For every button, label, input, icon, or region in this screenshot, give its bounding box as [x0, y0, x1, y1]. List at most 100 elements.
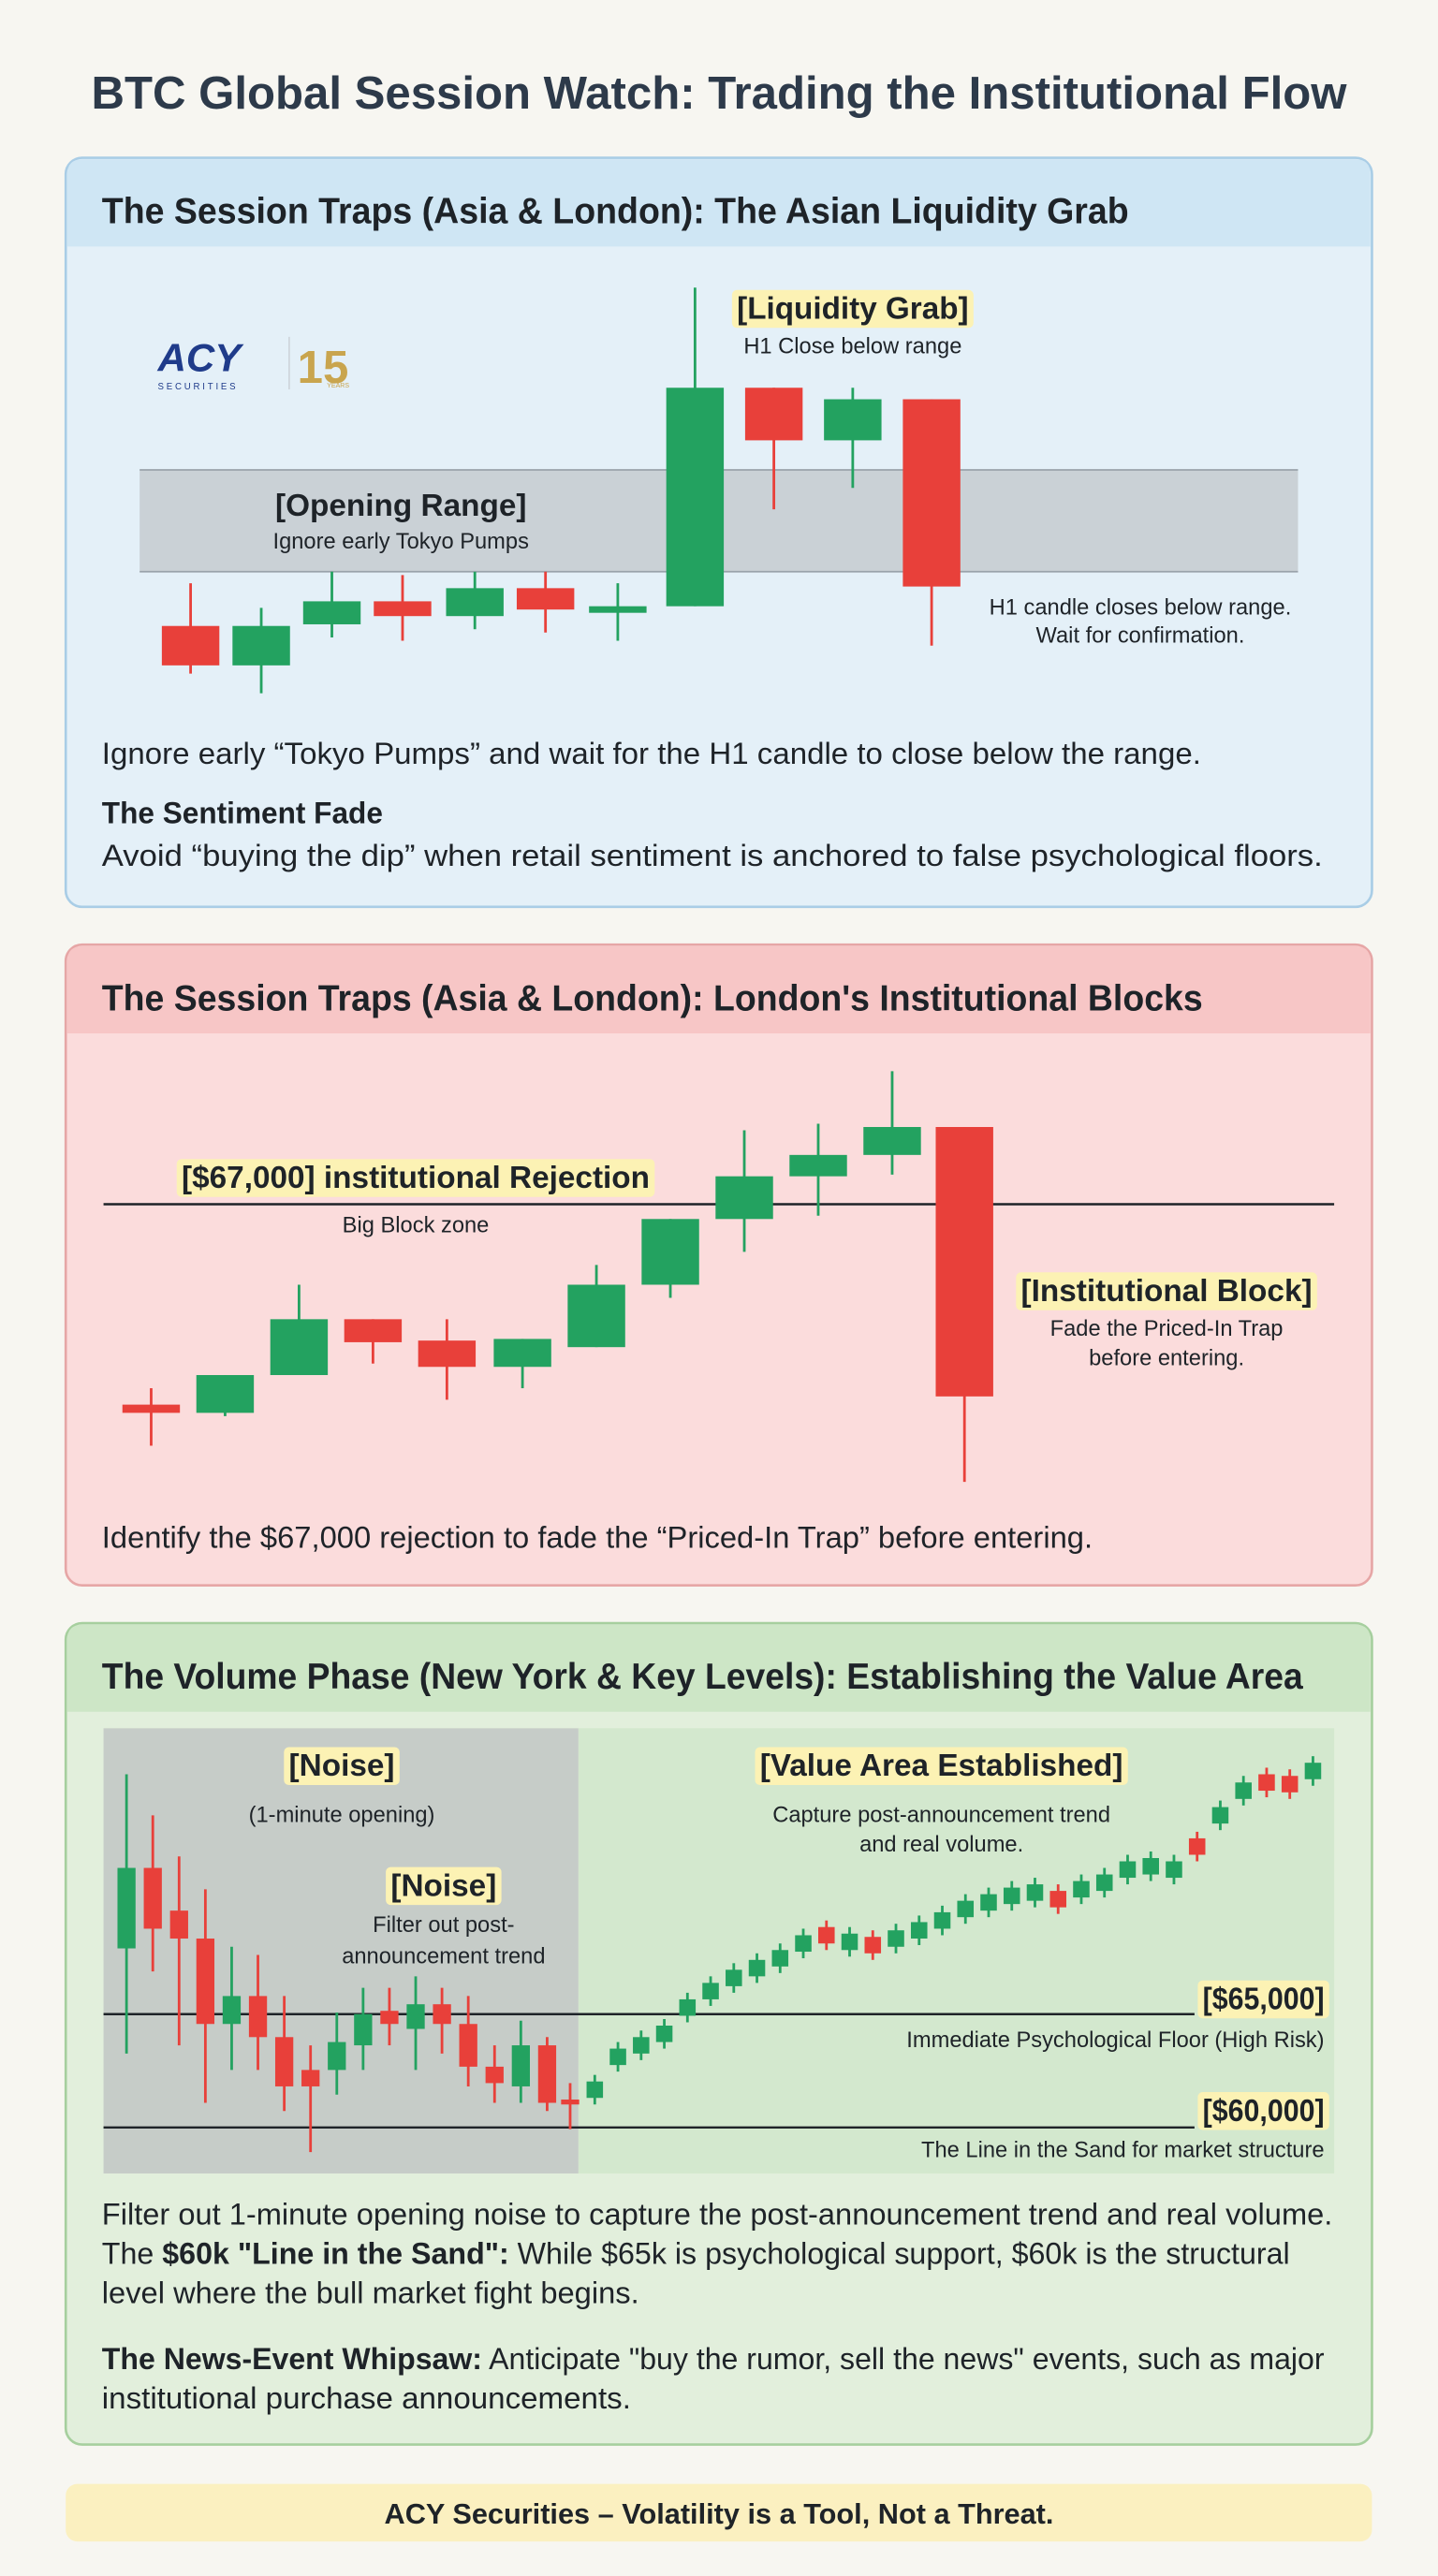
candle-body: [1304, 1763, 1322, 1779]
annotation: [$60,000] The Line in the Sand for market…: [921, 2092, 1329, 2162]
candle-body: [274, 2037, 294, 2086]
annotation-note: The Line in the Sand for market structur…: [921, 2138, 1325, 2162]
candle-body: [516, 588, 575, 610]
candle-body: [406, 2004, 425, 2029]
candle-body: [935, 1127, 993, 1397]
candle-body: [744, 388, 803, 441]
candle-body: [354, 2013, 373, 2046]
annotation-title: [Noise]: [289, 1749, 395, 1783]
candle-body: [222, 1996, 242, 2025]
candle-body: [1235, 1782, 1252, 1799]
candle-body: [459, 2024, 477, 2067]
candle-body: [567, 1284, 625, 1348]
candle-body: [380, 2011, 399, 2025]
annotation-note: H1 Close below range: [743, 334, 961, 359]
footer: ACY Securities – Volatility is a Tool, N…: [66, 2483, 1372, 2542]
body-line: Ignore early “Tokyo Pumps” and wait for …: [102, 737, 1201, 770]
annotation-title: [$60,000]: [1203, 2094, 1325, 2129]
candle-body: [270, 1319, 329, 1376]
annotation-title: [Noise]: [390, 1868, 496, 1903]
candle-body: [864, 1937, 882, 1954]
candle-body: [641, 1219, 699, 1285]
candle-body: [824, 399, 882, 441]
candle-body: [589, 606, 647, 613]
annotation-note: (1-minute opening): [249, 1803, 435, 1827]
candle-body: [841, 1933, 858, 1951]
candle-body: [1073, 1881, 1090, 1898]
candle-body: [485, 2066, 504, 2084]
candle-body: [1049, 1891, 1067, 1908]
page-title: BTC Global Session Watch: Trading the In…: [92, 68, 1348, 119]
footer-text: ACY Securities – Volatility is a Tool, N…: [385, 2497, 1054, 2530]
candle-body: [301, 2070, 320, 2086]
annotation-note: H1 candle closes below range.: [990, 595, 1292, 620]
body-line: The News-Event Whipsaw: Anticipate "buy …: [102, 2342, 1325, 2376]
annotation: H1 candle closes below range. Wait for co…: [990, 595, 1292, 648]
label-highlight: [284, 1747, 400, 1785]
candle-body: [818, 1926, 835, 1944]
body-line: Filter out 1-minute opening noise to cap…: [102, 2197, 1333, 2231]
panel-header: [66, 159, 1371, 247]
candle-body: [537, 2045, 557, 2103]
label-highlight: [386, 1866, 502, 1906]
label-highlight: [755, 1747, 1128, 1785]
candle-body: [446, 588, 504, 617]
candle-body: [1211, 1807, 1229, 1824]
candle-body: [771, 1950, 789, 1967]
label-highlight: [731, 289, 974, 329]
annotation: [Liquidity Grab] H1 Close below range: [731, 289, 974, 359]
panel-header: [66, 1624, 1371, 1712]
asian-chart: [139, 287, 1299, 694]
candle-body: [374, 601, 432, 617]
candle-body: [888, 1930, 904, 1947]
candle-body: [1095, 1874, 1113, 1892]
label-highlight: [1197, 2092, 1329, 2130]
annotation-title: [$67,000] institutional Rejection: [182, 1161, 650, 1195]
panel-box: [64, 943, 1373, 1587]
body-text: Ignore early “Tokyo Pumps” and wait for …: [102, 737, 1201, 770]
panel-heading: The Volume Phase (New York & Key Levels)…: [102, 1657, 1303, 1697]
annotation-note: Filter out post-: [373, 1913, 514, 1938]
body-line: Avoid “buying the dip” when retail senti…: [102, 839, 1323, 872]
noise-zone: [103, 1728, 579, 2174]
logo-sub: SECURITIES: [157, 382, 238, 392]
candle-body: [1026, 1884, 1044, 1901]
candle-body: [902, 399, 961, 587]
annotation: [Institutional Block] Fade the Priced-In …: [1016, 1272, 1317, 1370]
annotation-title: [Value Area Established]: [760, 1749, 1123, 1783]
candle-body: [609, 2048, 626, 2066]
candle-body: [795, 1935, 812, 1953]
body-line: institutional purchase announcements.: [102, 2381, 631, 2415]
candle-body: [328, 2042, 346, 2071]
candle-body: [117, 1867, 136, 1949]
candle-body: [980, 1894, 997, 1911]
annotation-title: [Institutional Block]: [1021, 1274, 1313, 1309]
candle-body: [161, 625, 220, 666]
annotation-note: Ignore early Tokyo Pumps: [273, 530, 529, 554]
candle-body: [679, 1998, 697, 2016]
annotation-title: [$65,000]: [1203, 1982, 1325, 2016]
annotation-note: and real volume.: [859, 1833, 1023, 1857]
panel-heading: The Session Traps (Asia & London): The A…: [102, 192, 1129, 232]
candle-body: [1142, 1857, 1159, 1875]
panel-heading: The Session Traps (Asia & London): Londo…: [102, 978, 1203, 1018]
footer-bar: [66, 2483, 1372, 2542]
label-highlight: [1016, 1272, 1317, 1310]
annotation-note: Wait for confirmation.: [1036, 623, 1245, 648]
candle-body: [1166, 1861, 1182, 1879]
body-text: While $65k is psychological support, $60…: [509, 2236, 1290, 2270]
session-panel: The Session Traps (Asia & London): Londo…: [64, 943, 1373, 1587]
candle-body: [715, 1176, 773, 1220]
candle-body: [586, 2081, 604, 2099]
annotation-title: [Liquidity Grab]: [737, 292, 968, 327]
newyork-chart: [103, 1728, 1335, 2174]
candle-body: [726, 1969, 742, 1986]
panel-header: [66, 945, 1371, 1033]
annotation: [Noise] Filter out post-announcement tren…: [342, 1866, 546, 1969]
annotation-note: before entering.: [1089, 1346, 1244, 1370]
candle-body: [1281, 1776, 1299, 1793]
body-text: Avoid “buying the dip” when retail senti…: [102, 839, 1323, 872]
annotation-note: Big Block zone: [343, 1213, 490, 1237]
body-text: The News-Event Whipsaw:: [102, 2342, 482, 2376]
body-text: level where the bull market fight begins…: [102, 2276, 639, 2310]
